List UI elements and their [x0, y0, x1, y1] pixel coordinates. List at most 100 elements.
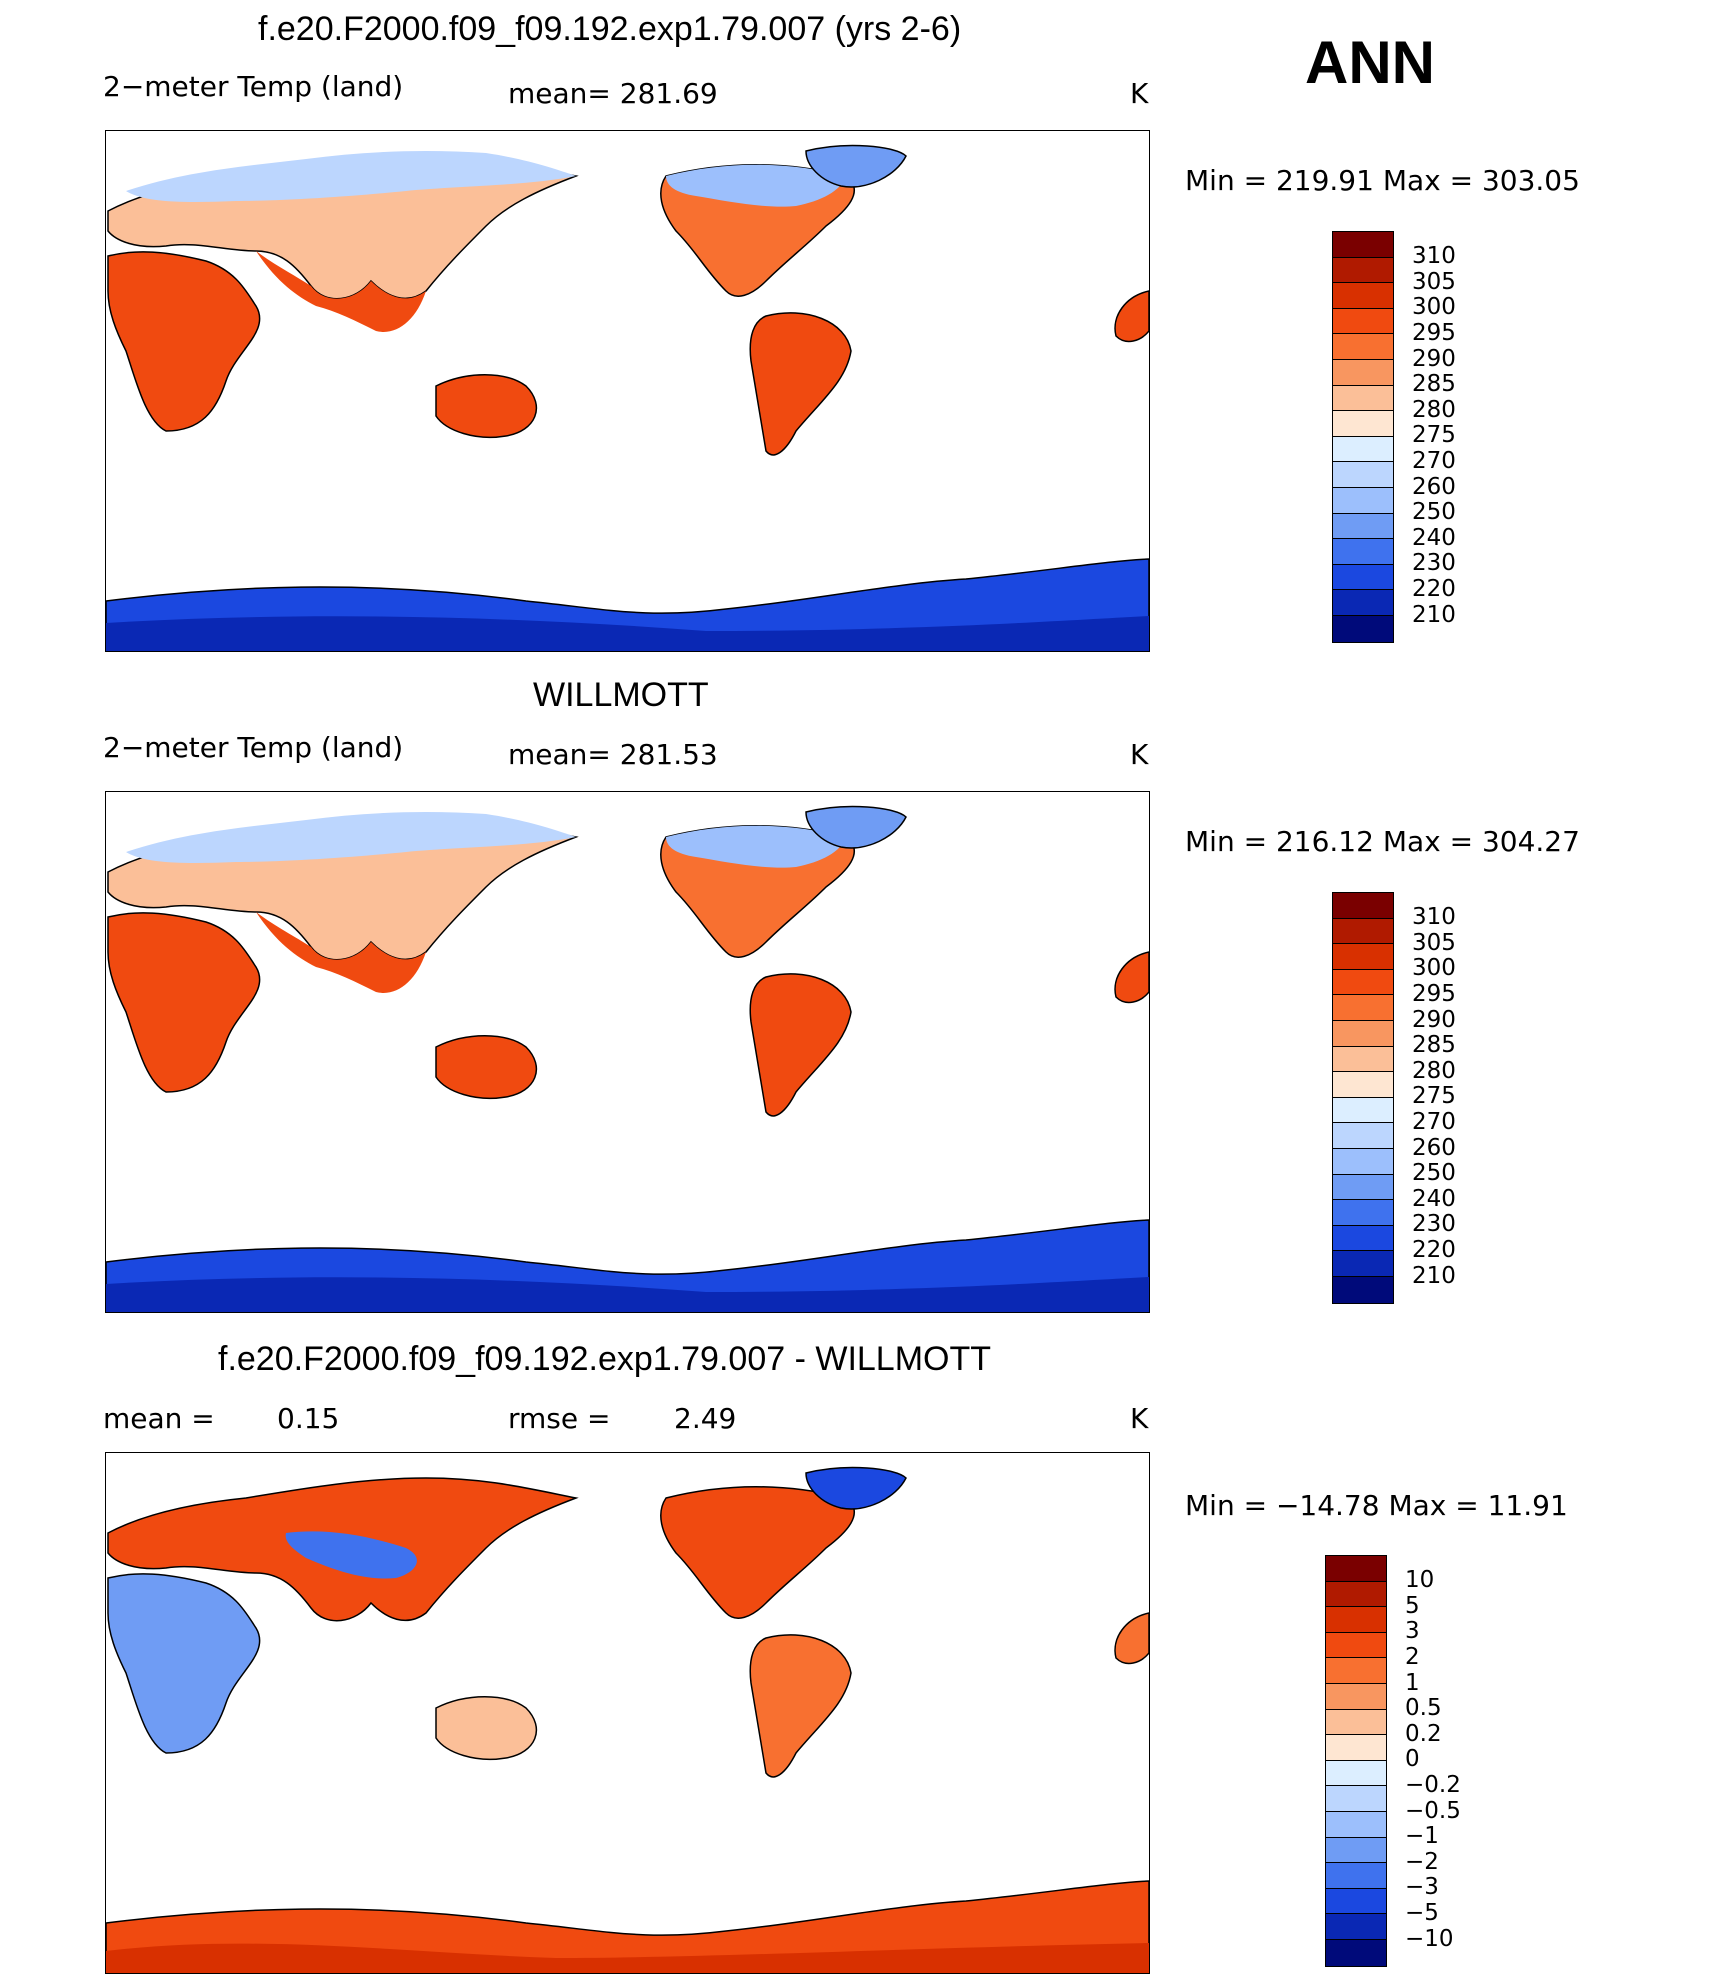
colorbar-swatch [1333, 257, 1393, 284]
panel1-variable-label: 2−meter Temp (land) [103, 70, 404, 103]
panel2-title: WILLMOTT [533, 676, 709, 714]
panel3-rmse-label: rmse = [508, 1402, 611, 1435]
colorbar-swatch [1333, 1123, 1393, 1149]
colorbar-tick-label: 210 [1412, 601, 1456, 628]
panel3-rmse-value: 2.49 [674, 1402, 737, 1435]
colorbar-swatch [1333, 487, 1393, 514]
colorbar-tick-label: 285 [1412, 371, 1456, 398]
colorbar-swatch [1333, 1200, 1393, 1226]
colorbar-swatch [1326, 1914, 1386, 1940]
colorbar-swatch [1333, 334, 1393, 360]
panel2-variable-label: 2−meter Temp (land) [103, 731, 404, 764]
panel2-map [105, 791, 1150, 1313]
colorbar-tick-label: 250 [1412, 1160, 1456, 1187]
colorbar-swatch [1326, 1837, 1386, 1864]
colorbar-swatch [1333, 359, 1393, 386]
colorbar-tick-label: 0 [1405, 1746, 1420, 1773]
colorbar-tick-label: 280 [1412, 396, 1456, 423]
colorbar-swatch [1326, 1811, 1386, 1838]
colorbar-tick-label: 305 [1412, 929, 1456, 956]
panel1-minmax: Min = 219.91 Max = 303.05 [1185, 164, 1580, 197]
panel1-units: K [1130, 77, 1149, 110]
colorbar-tick-label: 260 [1412, 473, 1456, 500]
colorbar-tick-label: 220 [1412, 575, 1456, 602]
colorbar-swatch [1333, 918, 1393, 945]
panel2-mean-label: mean= 281.53 [508, 738, 718, 771]
colorbar-swatch [1333, 436, 1393, 463]
colorbar-swatch [1333, 615, 1393, 642]
colorbar-tick-label: −2 [1405, 1848, 1439, 1875]
colorbar-swatch [1326, 1658, 1386, 1684]
season-label: ANN [1305, 29, 1435, 96]
colorbar-swatch [1333, 462, 1393, 488]
colorbar-tick-label: 270 [1412, 1108, 1456, 1135]
colorbar-tick-label: −0.2 [1405, 1771, 1461, 1798]
colorbar-swatch [1333, 1251, 1393, 1277]
colorbar-swatch [1333, 539, 1393, 565]
colorbar-swatch [1333, 1148, 1393, 1175]
colorbar-swatch [1333, 590, 1393, 616]
colorbar-swatch [1326, 1556, 1386, 1582]
panel2-minmax: Min = 216.12 Max = 304.27 [1185, 825, 1580, 858]
colorbar-tick-label: 305 [1412, 268, 1456, 295]
colorbar-tick-label: −10 [1405, 1925, 1454, 1952]
panel1-mean-label: mean= 281.69 [508, 77, 718, 110]
panel1-map [105, 130, 1150, 652]
panel3-units: K [1130, 1402, 1149, 1435]
colorbar-swatch [1333, 564, 1393, 591]
colorbar-tick-label: −3 [1405, 1874, 1439, 1901]
panel3-title: f.e20.F2000.f09_f09.192.exp1.79.007 - WI… [218, 1340, 992, 1378]
colorbar-tick-label: 280 [1412, 1057, 1456, 1084]
colorbar-swatch [1333, 1174, 1393, 1201]
colorbar-swatch [1326, 1683, 1386, 1710]
colorbar-tick-label: 275 [1412, 422, 1456, 449]
panel2-units: K [1130, 738, 1149, 771]
panel3-colorbar [1325, 1555, 1387, 1967]
colorbar-swatch [1333, 1020, 1393, 1047]
colorbar-swatch [1326, 1939, 1386, 1966]
panel3-map [105, 1452, 1150, 1974]
panel1-colorbar [1332, 231, 1394, 643]
colorbar-tick-label: 0.2 [1405, 1720, 1442, 1747]
colorbar-tick-label: 300 [1412, 294, 1456, 321]
colorbar-tick-label: 2 [1405, 1643, 1420, 1670]
colorbar-tick-label: 290 [1412, 345, 1456, 372]
colorbar-tick-label: 295 [1412, 319, 1456, 346]
colorbar-tick-label: 210 [1412, 1262, 1456, 1289]
colorbar-swatch [1333, 232, 1393, 258]
colorbar-tick-label: 300 [1412, 955, 1456, 982]
colorbar-swatch [1326, 1581, 1386, 1608]
colorbar-tick-label: 310 [1412, 904, 1456, 931]
panel1-title: f.e20.F2000.f09_f09.192.exp1.79.007 (yrs… [258, 10, 962, 48]
colorbar-tick-label: 0.5 [1405, 1695, 1442, 1722]
colorbar-tick-label: 250 [1412, 499, 1456, 526]
colorbar-tick-label: 270 [1412, 447, 1456, 474]
colorbar-swatch [1326, 1863, 1386, 1889]
colorbar-swatch [1333, 1097, 1393, 1124]
colorbar-tick-label: 230 [1412, 1211, 1456, 1238]
colorbar-swatch [1333, 995, 1393, 1021]
colorbar-tick-label: 230 [1412, 550, 1456, 577]
colorbar-swatch [1333, 893, 1393, 919]
colorbar-swatch [1333, 411, 1393, 437]
colorbar-tick-label: −0.5 [1405, 1797, 1461, 1824]
panel2-colorbar [1332, 892, 1394, 1304]
colorbar-swatch [1333, 1276, 1393, 1303]
colorbar-tick-label: 310 [1412, 243, 1456, 270]
colorbar-swatch [1333, 944, 1393, 970]
colorbar-tick-label: 3 [1405, 1618, 1420, 1645]
colorbar-tick-label: 240 [1412, 1185, 1456, 1212]
colorbar-tick-label: −5 [1405, 1899, 1439, 1926]
colorbar-swatch [1326, 1786, 1386, 1812]
colorbar-tick-label: 275 [1412, 1083, 1456, 1110]
colorbar-swatch [1333, 308, 1393, 335]
colorbar-tick-label: −1 [1405, 1823, 1439, 1850]
colorbar-swatch [1326, 1709, 1386, 1736]
colorbar-swatch [1326, 1632, 1386, 1659]
colorbar-swatch [1333, 1046, 1393, 1073]
colorbar-swatch [1326, 1607, 1386, 1633]
colorbar-tick-label: 240 [1412, 524, 1456, 551]
colorbar-swatch [1333, 969, 1393, 996]
colorbar-swatch [1333, 1225, 1393, 1252]
colorbar-tick-label: 1 [1405, 1669, 1420, 1696]
